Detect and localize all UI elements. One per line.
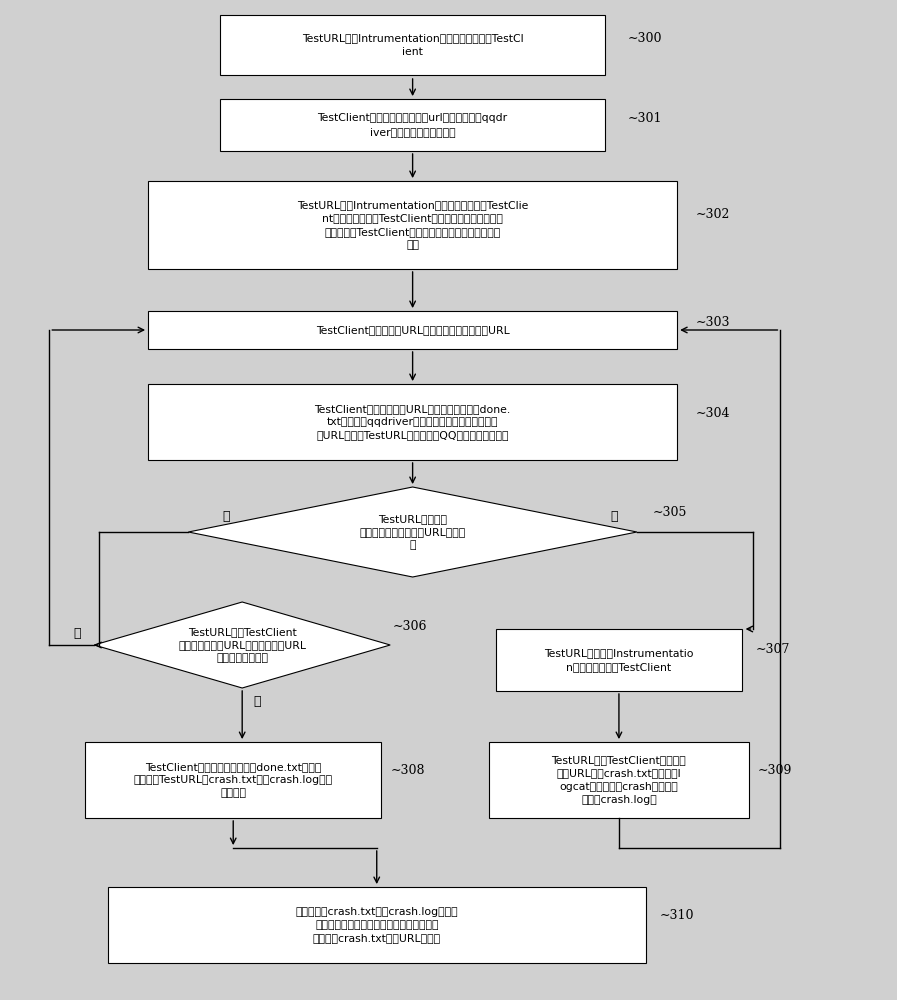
Text: TestClient将测试结束标识写入done.txt中，测
试结束，TestURL将crash.txt以及crash.log发送
给服务器: TestClient将测试结束标识写入done.txt中，测 试结束，TestU… [134, 762, 333, 798]
Polygon shape [188, 487, 637, 577]
Polygon shape [94, 602, 390, 688]
Text: TestClient从待测试的URL列表中获取本次测试的URL: TestClient从待测试的URL列表中获取本次测试的URL [316, 325, 509, 335]
FancyBboxPatch shape [148, 384, 677, 460]
Text: ∼305: ∼305 [653, 506, 687, 519]
FancyBboxPatch shape [495, 629, 743, 691]
Text: TestURL控制TestClient
判断本次测试的URL是否为待测试URL
列表中的最后一个: TestURL控制TestClient 判断本次测试的URL是否为待测试URL … [179, 627, 306, 663]
Text: ∼308: ∼308 [390, 764, 424, 777]
Text: ∼307: ∼307 [755, 643, 789, 656]
Text: ∼304: ∼304 [695, 407, 729, 420]
Text: TestURL使用Intrumentation框架中的方法启动TestClie
nt以后，定期检测TestClient中的手机浏览器进程，当
能够检测到Test: TestURL使用Intrumentation框架中的方法启动TestClie … [297, 200, 528, 250]
Text: ∼310: ∼310 [659, 909, 693, 922]
FancyBboxPatch shape [108, 887, 646, 963]
FancyBboxPatch shape [489, 742, 749, 818]
Text: ∼302: ∼302 [695, 208, 729, 221]
Text: TestURL重新调用Instrumentatio
n框架中方法启动TestClient: TestURL重新调用Instrumentatio n框架中方法启动TestCl… [544, 648, 693, 672]
FancyBboxPatch shape [220, 99, 605, 151]
Text: TestClient从服务器拉取待测试url列表，并调用qqdr
iver启动待测试手机浏览器: TestClient从服务器拉取待测试url列表，并调用qqdr iver启动待… [318, 113, 508, 137]
FancyBboxPatch shape [220, 15, 605, 75]
Text: TestURL控制TestClient将本次测
试的URL写入crash.txt中，调用l
ogcat命令将发生crash时的日志
记录在crash.log中: TestURL控制TestClient将本次测 试的URL写入crash.txt… [552, 755, 686, 805]
Text: 服务器根据crash.txt以及crash.log中的信
息修改手机浏览器的参数，使得手机浏览器
能够支持crash.txt中的URL的网页: 服务器根据crash.txt以及crash.log中的信 息修改手机浏览器的参数… [295, 907, 458, 943]
FancyBboxPatch shape [85, 742, 381, 818]
Text: TestURL使用Intrumentation框架中的方法启动TestCl
ient: TestURL使用Intrumentation框架中的方法启动TestCl ie… [301, 33, 524, 57]
Text: ∼309: ∼309 [758, 764, 792, 777]
Text: ∼301: ∼301 [628, 112, 662, 125]
FancyBboxPatch shape [148, 311, 677, 349]
Text: ∼303: ∼303 [695, 316, 729, 329]
Text: 否: 否 [610, 510, 617, 523]
Text: 否: 否 [74, 627, 81, 640]
Text: 是: 是 [254, 695, 261, 708]
Text: ∼300: ∼300 [628, 32, 662, 45]
Text: TestClient将本次测试的URL以覆盖的方式写入done.
txt中；使用qqdriver控制手机浏览器加载本次测试
的URL；同时TestURL继续对手: TestClient将本次测试的URL以覆盖的方式写入done. txt中；使用… [315, 404, 510, 440]
Text: ∼306: ∼306 [393, 620, 427, 633]
Text: TestURL判断手机
浏览器加载本次测试的URL是否正
常: TestURL判断手机 浏览器加载本次测试的URL是否正 常 [360, 514, 466, 550]
FancyBboxPatch shape [148, 181, 677, 269]
Text: 是: 是 [222, 510, 230, 523]
